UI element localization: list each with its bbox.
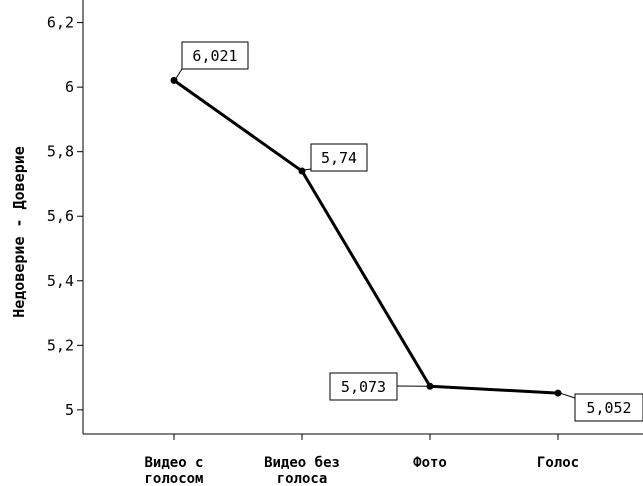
x-tick-label: голоса: [277, 471, 328, 486]
data-label: 5,052: [586, 399, 631, 417]
data-point: [554, 389, 562, 397]
y-tick-label: 6: [65, 78, 74, 96]
y-tick-label: 5,2: [47, 336, 74, 354]
data-point: [298, 167, 306, 175]
data-label: 5,74: [321, 149, 357, 167]
data-label-leader: [175, 68, 183, 79]
data-labels: 6,021 5,74 5,073 5,052: [175, 41, 643, 422]
data-point: [426, 382, 434, 390]
data-point: [170, 76, 178, 84]
y-tick-label: 5,8: [47, 143, 74, 161]
data-label-leader: [303, 168, 312, 171]
y-tick-label: 6,2: [47, 14, 74, 32]
x-tick-label: Видео без: [264, 455, 340, 471]
data-label-box: [329, 372, 398, 401]
x-tick-label: Фото: [413, 455, 447, 471]
y-axis: 5 5,2 5,4 5,6 5,8 6 6,2: [47, 0, 84, 434]
x-tick-label: Видео с: [144, 455, 203, 471]
data-label-box: [310, 143, 368, 172]
series-line: [173, 79, 559, 395]
series: [170, 76, 562, 397]
y-tick-label: 5,4: [47, 272, 74, 290]
data-label-leader: [559, 392, 576, 399]
y-tick-label: 5: [65, 401, 74, 419]
data-label: 6,021: [192, 47, 237, 65]
x-tick-label: голосом: [144, 471, 203, 486]
y-tick-label: 5,6: [47, 207, 74, 225]
y-axis-label: Недоверие - Доверие: [10, 146, 28, 318]
data-label-box: [181, 41, 249, 70]
data-label-box: [574, 393, 643, 422]
x-tick-label: Голос: [537, 455, 579, 471]
data-label: 5,073: [341, 378, 386, 396]
